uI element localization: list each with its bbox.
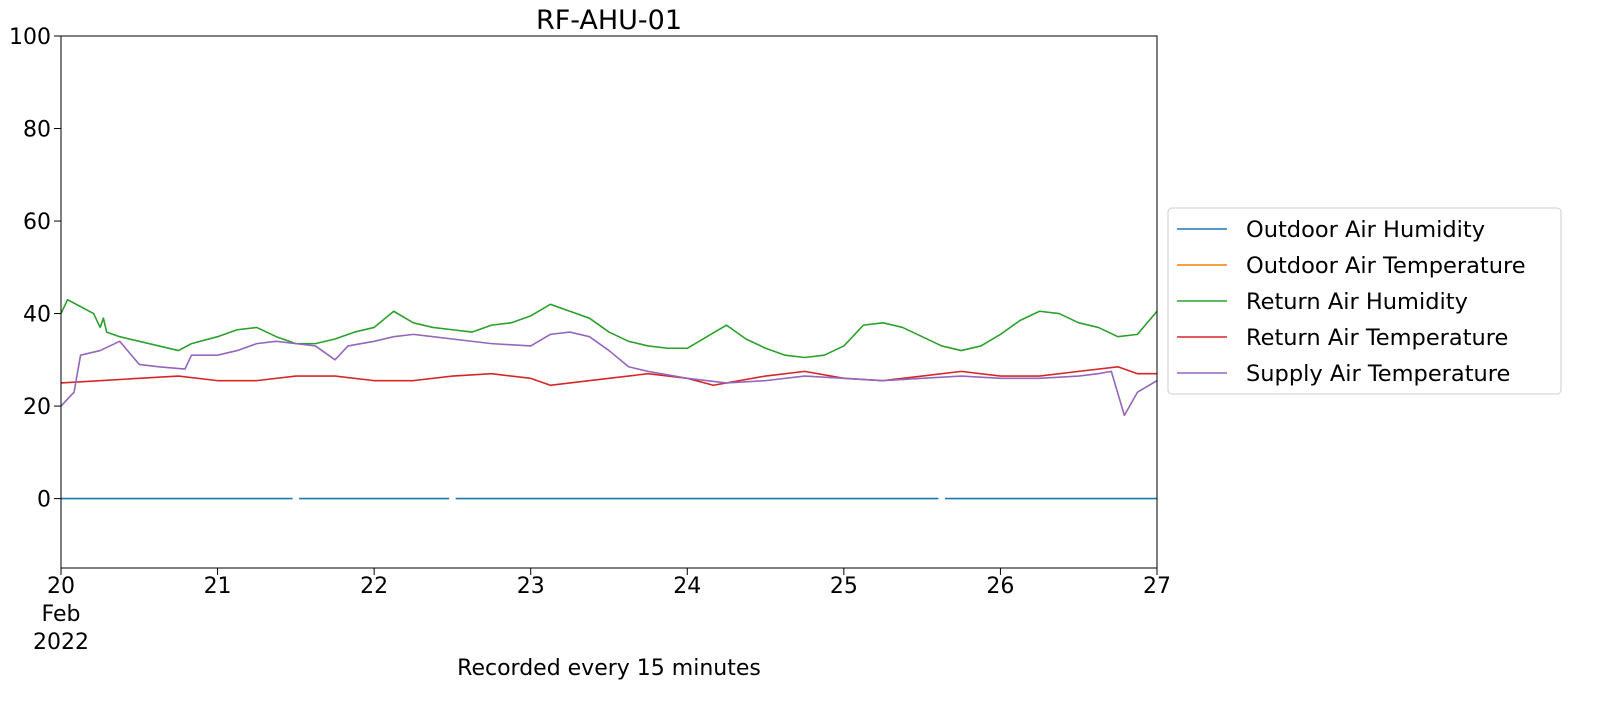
x-tick-label: 23 xyxy=(517,574,545,599)
x-tick-label: 27 xyxy=(1143,574,1171,599)
x-axis: 20 Feb 2022 21 22 23 24 25 26 27 xyxy=(33,568,1171,655)
legend-frame xyxy=(1167,207,1562,395)
x-tick-label: 2022 xyxy=(33,630,89,655)
x-tick-label: 21 xyxy=(204,574,232,599)
x-tick-label: 20 xyxy=(47,574,75,599)
series-layer xyxy=(61,298,1157,500)
y-tick-label: 100 xyxy=(9,25,51,50)
legend-label: Outdoor Air Temperature xyxy=(1246,253,1526,279)
legend-label: Outdoor Air Humidity xyxy=(1246,217,1485,243)
series-line-4 xyxy=(61,365,1157,387)
chart-title: RF-AHU-01 xyxy=(536,5,682,36)
y-tick-label: 20 xyxy=(23,395,51,420)
legend-label: Return Air Temperature xyxy=(1246,325,1508,351)
x-tick-label: 22 xyxy=(360,574,388,599)
legend-label: Return Air Humidity xyxy=(1246,289,1468,315)
x-tick-label: Feb xyxy=(42,602,81,627)
series-line-5 xyxy=(61,331,1157,417)
y-tick-label: 60 xyxy=(23,210,51,235)
x-axis-label: Recorded every 15 minutes xyxy=(457,656,761,681)
x-tick-label: 26 xyxy=(986,574,1014,599)
x-tick-label: 24 xyxy=(673,574,701,599)
plot-frame xyxy=(60,35,1158,569)
y-tick-label: 80 xyxy=(23,118,51,143)
y-axis: 0 20 40 60 80 100 xyxy=(9,25,61,513)
legend: Outdoor Air Humidity Outdoor Air Temperat… xyxy=(1167,207,1562,395)
legend-label: Supply Air Temperature xyxy=(1246,361,1510,387)
y-tick-label: 40 xyxy=(23,303,51,328)
y-tick-label: 0 xyxy=(37,488,51,513)
series-line-3 xyxy=(61,298,1157,359)
x-tick-label: 25 xyxy=(830,574,858,599)
